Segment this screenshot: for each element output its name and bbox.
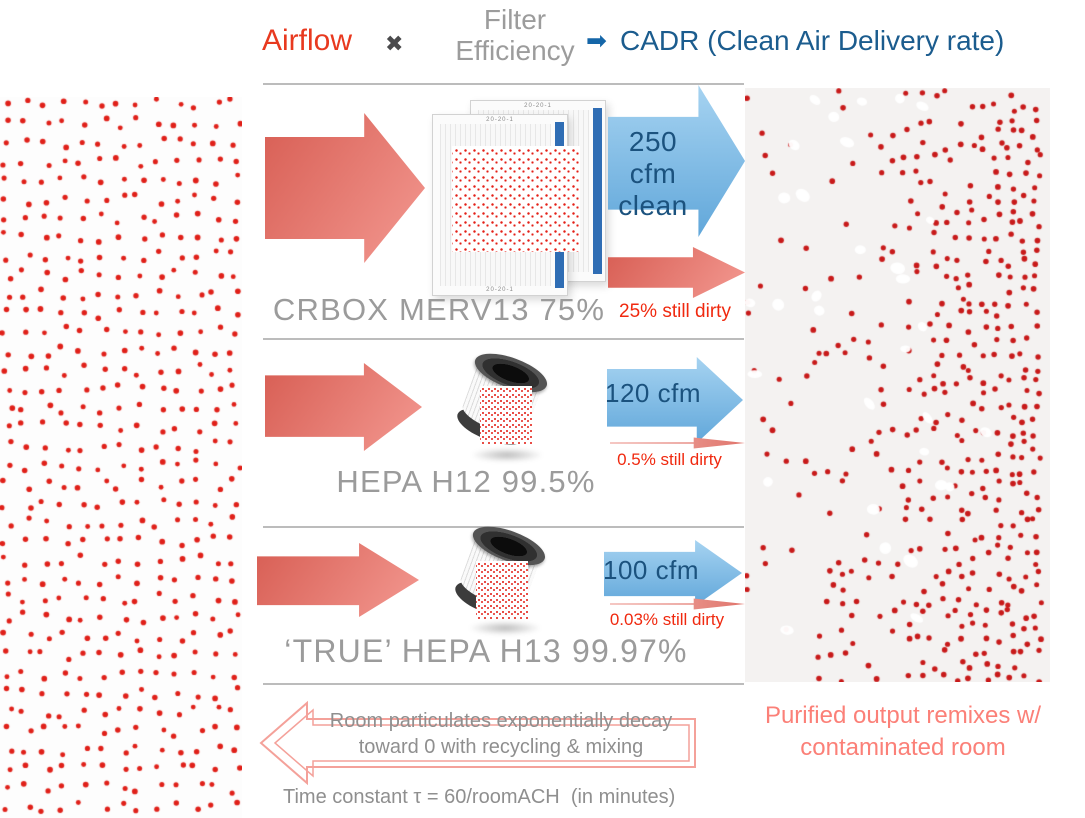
airflow-arrow-row2 [265, 363, 422, 451]
remix-note-line1: Purified output remixes w/ [764, 702, 1042, 729]
row3-divider [263, 683, 744, 685]
filter-size-label: 20-20-1 [524, 103, 552, 109]
hepa-h13-filter-graphic [450, 518, 554, 639]
dirty-percent-row2: 0.5% still dirty [617, 450, 722, 469]
decay-note-line2: toward 0 with recycling & mixing [358, 736, 644, 758]
right-arrow-icon: ➡ [586, 27, 607, 55]
dirty-air-arrow-row2 [610, 437, 745, 449]
remix-note-line2: contaminated room [800, 734, 1006, 761]
header-divider [263, 83, 744, 85]
cadr-value-row1-line2: clean [618, 190, 688, 221]
filter-shadow [470, 448, 544, 462]
multiply-icon: ✖ [385, 31, 404, 56]
filter-efficiency-line1: Filter [483, 4, 547, 35]
decay-note: Room particulates exponentially decay to… [305, 708, 697, 760]
hepa-h12-filter-graphic [452, 345, 556, 466]
captured-particles-overlay [452, 146, 580, 252]
row1-divider [263, 338, 744, 340]
filter-efficiency-title: Filter Efficiency [419, 4, 611, 66]
time-constant-note: Time constant τ = 60/roomACH (in minutes… [283, 786, 676, 808]
merv13-filter-graphic: 20-20-1 20-20-1 20-20-1 20-20-1 [432, 100, 612, 300]
contaminated-room-left-panel [0, 97, 242, 818]
decay-arrow-inner [273, 708, 690, 778]
dirty-air-arrow-row1 [608, 247, 745, 298]
filter-label-row3: ‘TRUE’ HEPA H13 99.97% [284, 633, 688, 669]
filter-size-label: 20-20-1 [486, 117, 514, 123]
captured-particles-overlay [480, 386, 532, 444]
decay-arrow-outline [259, 700, 696, 786]
cadr-value-row2: 120 cfm [605, 378, 701, 408]
cadr-value-row3: 100 cfm [603, 555, 699, 585]
decay-note-line1: Room particulates exponentially decay [329, 710, 673, 732]
cadr-title: CADR (Clean Air Delivery rate) [620, 25, 1005, 56]
filter-shadow [468, 621, 542, 635]
cadr-value-row1: 250 cfm clean [602, 126, 704, 222]
airflow-arrow-row1 [265, 113, 425, 263]
filter-efficiency-line2: Efficiency [455, 35, 575, 66]
cadr-value-row1-line1: 250 cfm [628, 126, 678, 189]
filter-frame-strip [593, 108, 602, 274]
dirty-air-arrow-row3 [610, 598, 745, 610]
dirty-percent-row1: 25% still dirty [619, 301, 731, 322]
row2-divider [263, 526, 744, 528]
captured-particles-overlay [476, 561, 528, 619]
filter-label-row1: CRBOX MERV13 75% [272, 292, 606, 327]
filter-size-label: 20-20-1 [486, 287, 514, 293]
dirty-percent-row3: 0.03% still dirty [609, 610, 725, 629]
filter-label-row2: HEPA H12 99.5% [336, 464, 596, 499]
airflow-arrow-row3 [257, 543, 419, 617]
remix-note: Purified output remixes w/ contaminated … [742, 700, 1064, 764]
airflow-title: Airflow [262, 24, 353, 57]
mixing-room-right-panel [745, 88, 1050, 682]
decay-arrow-outer [259, 700, 696, 786]
